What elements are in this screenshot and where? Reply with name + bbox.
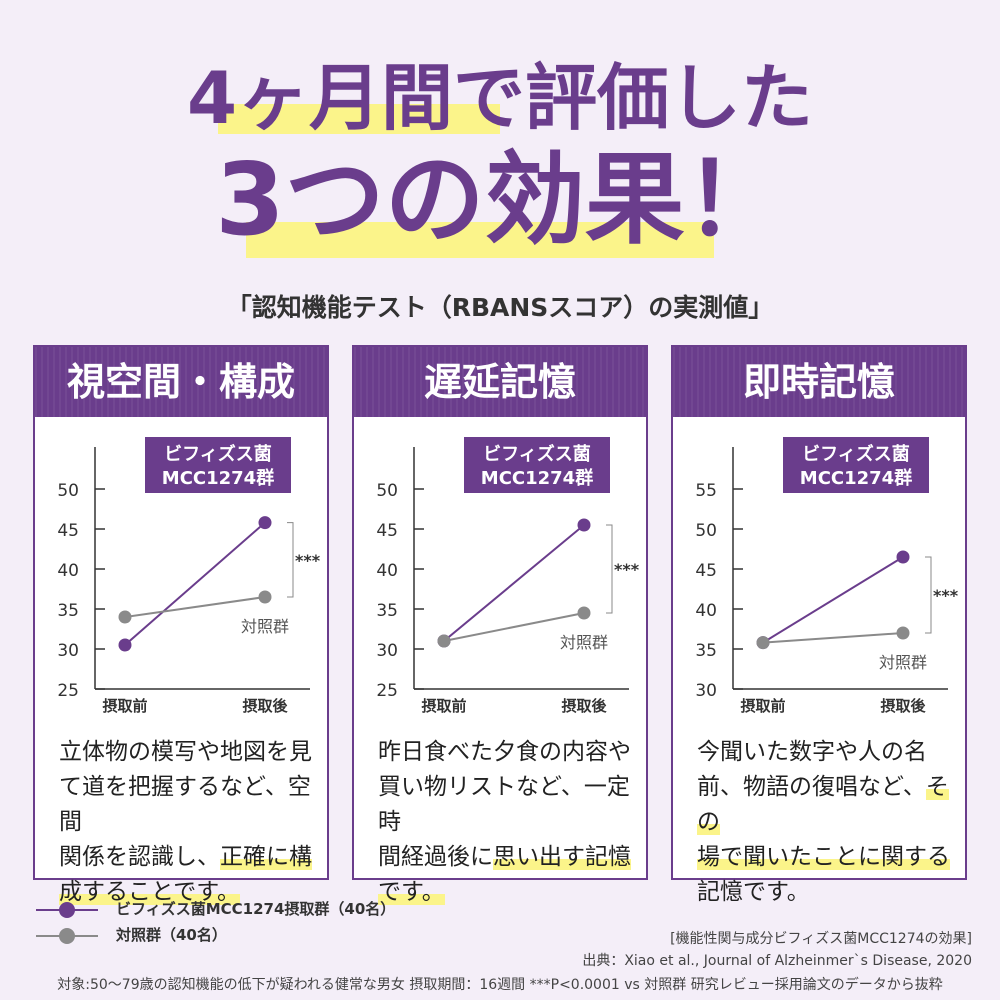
treatment-series-point bbox=[118, 638, 132, 652]
y-tick-label: 40 bbox=[695, 601, 717, 621]
panel-description: 今聞いた数字や人の名 前、物語の復唱など、その 場で聞いたことに関する 記憶です… bbox=[697, 735, 957, 910]
desc-line: 昨日食べた夕食の内容や bbox=[378, 739, 631, 765]
treatment-series-line bbox=[762, 556, 904, 644]
control-label: 対照群 bbox=[560, 633, 608, 652]
control-series-line bbox=[762, 632, 904, 644]
legend-treatment-marker bbox=[36, 901, 98, 918]
y-tick-label: 45 bbox=[695, 561, 717, 581]
treatment-series-point bbox=[577, 518, 591, 532]
panel-delayed-memory: 遅延記憶 25 30 35 40 45 50 摂取前 摂取後 ビフィズス菌 MCC1274群 ***… bbox=[352, 345, 648, 905]
x-tick-label: 摂取後 bbox=[880, 697, 926, 715]
desc-line: 間経過後に bbox=[378, 844, 493, 870]
y-tick-label: 40 bbox=[376, 561, 398, 581]
desc-highlight: 思い出す記憶 bbox=[493, 844, 631, 870]
legend-control-marker bbox=[36, 927, 98, 944]
group-badge bbox=[783, 437, 929, 493]
significance-label: *** bbox=[295, 551, 321, 570]
treatment-series-line bbox=[443, 524, 585, 642]
desc-line: 関係を認識し、 bbox=[59, 844, 220, 870]
legend-control-label: 対照群（40名） bbox=[116, 926, 227, 944]
headline-highlight-1 bbox=[218, 104, 500, 134]
group-badge bbox=[464, 437, 610, 493]
control-series-point bbox=[118, 610, 132, 624]
desc-line: 前、物語の復唱など、 bbox=[697, 774, 926, 800]
y-tick-label: 40 bbox=[57, 561, 79, 581]
footnote: 対象:50〜79歳の認知機能の低下が疑われる健常な男女 摂取期間：16週間 **… bbox=[57, 977, 943, 993]
y-tick-label: 35 bbox=[695, 641, 717, 661]
control-series-point bbox=[577, 606, 591, 620]
group-badge-label: ビフィズス菌 bbox=[483, 443, 591, 465]
desc-line: 今聞いた数字や人の名 bbox=[697, 739, 927, 765]
group-badge-label: MCC1274群 bbox=[162, 467, 274, 489]
control-series-line bbox=[443, 612, 585, 642]
source-note-1: [機能性関与成分ビフィズス菌MCC1274の効果] bbox=[670, 931, 972, 947]
headline-line-1: 4ヶ月間で評価した bbox=[186, 56, 814, 140]
x-tick-label: 摂取前 bbox=[421, 697, 466, 715]
group-badge-label: MCC1274群 bbox=[800, 467, 912, 489]
y-tick-label: 30 bbox=[695, 681, 717, 701]
panel-title: 遅延記憶 bbox=[354, 347, 646, 417]
group-badge bbox=[145, 437, 291, 493]
treatment-series-point bbox=[258, 516, 272, 530]
panel-visuospatial: 視空間・構成 25 30 35 40 45 50 摂取前 摂取後 ビフィズス菌 MCC1274群 *… bbox=[33, 345, 329, 905]
treatment-series-line bbox=[124, 521, 266, 646]
group-badge-label: ビフィズス菌 bbox=[802, 443, 910, 465]
y-tick-label: 25 bbox=[376, 681, 398, 701]
control-label: 対照群 bbox=[241, 617, 289, 636]
control-series-point bbox=[437, 634, 451, 648]
control-series-point bbox=[756, 636, 770, 650]
significance-bracket bbox=[287, 522, 294, 598]
desc-highlight: 場で聞いたことに関する bbox=[697, 844, 950, 870]
panel-description: 立体物の模写や地図を見 て道を把握するなど、空間 関係を認識し、正確に構 成する… bbox=[59, 735, 319, 910]
legend-treatment-label: ビフィズス菌MCC1274摂取群（40名） bbox=[116, 900, 396, 918]
significance-bracket bbox=[925, 556, 932, 634]
panel-title: 視空間・構成 bbox=[35, 347, 327, 417]
headline-line-2: 3つの効果！ bbox=[215, 141, 785, 258]
desc-highlight: 正確に構 bbox=[220, 844, 312, 870]
y-tick-label: 45 bbox=[57, 521, 79, 541]
x-tick-label: 摂取前 bbox=[740, 697, 785, 715]
desc-highlight: 成することです。 bbox=[59, 879, 241, 905]
desc-line: 記憶です。 bbox=[697, 879, 810, 905]
significance-label: *** bbox=[614, 560, 640, 579]
group-badge-label: ビフィズス菌 bbox=[164, 443, 272, 465]
control-label: 対照群 bbox=[879, 653, 927, 672]
source-note-2: 出典：Xiao et al., Journal of Alzheinmer`s … bbox=[582, 953, 972, 969]
treatment-series-point bbox=[896, 550, 910, 564]
chart-subtitle: 「認知機能テスト（RBANSスコア）の実測値」 bbox=[226, 293, 774, 322]
y-tick-label: 50 bbox=[57, 481, 79, 501]
control-series-point bbox=[896, 626, 910, 640]
y-tick-label: 35 bbox=[376, 601, 398, 621]
desc-line: 買い物リストなど、一定時 bbox=[378, 774, 630, 835]
y-tick-label: 45 bbox=[376, 521, 398, 541]
panel-immediate-memory: 即時記憶 30 35 40 45 50 55 摂取前 摂取後 ビフィズス菌 MCC1274群 ***… bbox=[671, 345, 967, 905]
desc-line: 立体物の模写や地図を見 bbox=[59, 739, 312, 765]
y-tick-label: 30 bbox=[376, 641, 398, 661]
y-tick-label: 55 bbox=[695, 481, 717, 501]
headline-highlight-2 bbox=[246, 222, 714, 258]
legend-treatment: ビフィズス菌MCC1274摂取群（40名） bbox=[36, 898, 395, 920]
control-series-point bbox=[258, 590, 272, 604]
desc-highlight: です。 bbox=[378, 879, 445, 905]
y-tick-label: 50 bbox=[695, 521, 717, 541]
panel-description: 昨日食べた夕食の内容や 買い物リストなど、一定時 間経過後に思い出す記憶 です。 bbox=[378, 735, 638, 910]
x-tick-label: 摂取後 bbox=[561, 697, 607, 715]
significance-label: *** bbox=[933, 586, 959, 605]
y-tick-label: 30 bbox=[57, 641, 79, 661]
legend-control: 対照群（40名） bbox=[36, 924, 227, 946]
y-tick-label: 50 bbox=[376, 481, 398, 501]
group-badge-label: MCC1274群 bbox=[481, 467, 593, 489]
significance-bracket bbox=[606, 524, 613, 614]
control-series-line bbox=[124, 596, 266, 618]
y-tick-label: 35 bbox=[57, 601, 79, 621]
desc-line: て道を把握するなど、空間 bbox=[59, 774, 311, 835]
panel-title: 即時記憶 bbox=[673, 347, 965, 417]
x-tick-label: 摂取後 bbox=[242, 697, 288, 715]
x-tick-label: 摂取前 bbox=[102, 697, 147, 715]
y-tick-label: 25 bbox=[57, 681, 79, 701]
